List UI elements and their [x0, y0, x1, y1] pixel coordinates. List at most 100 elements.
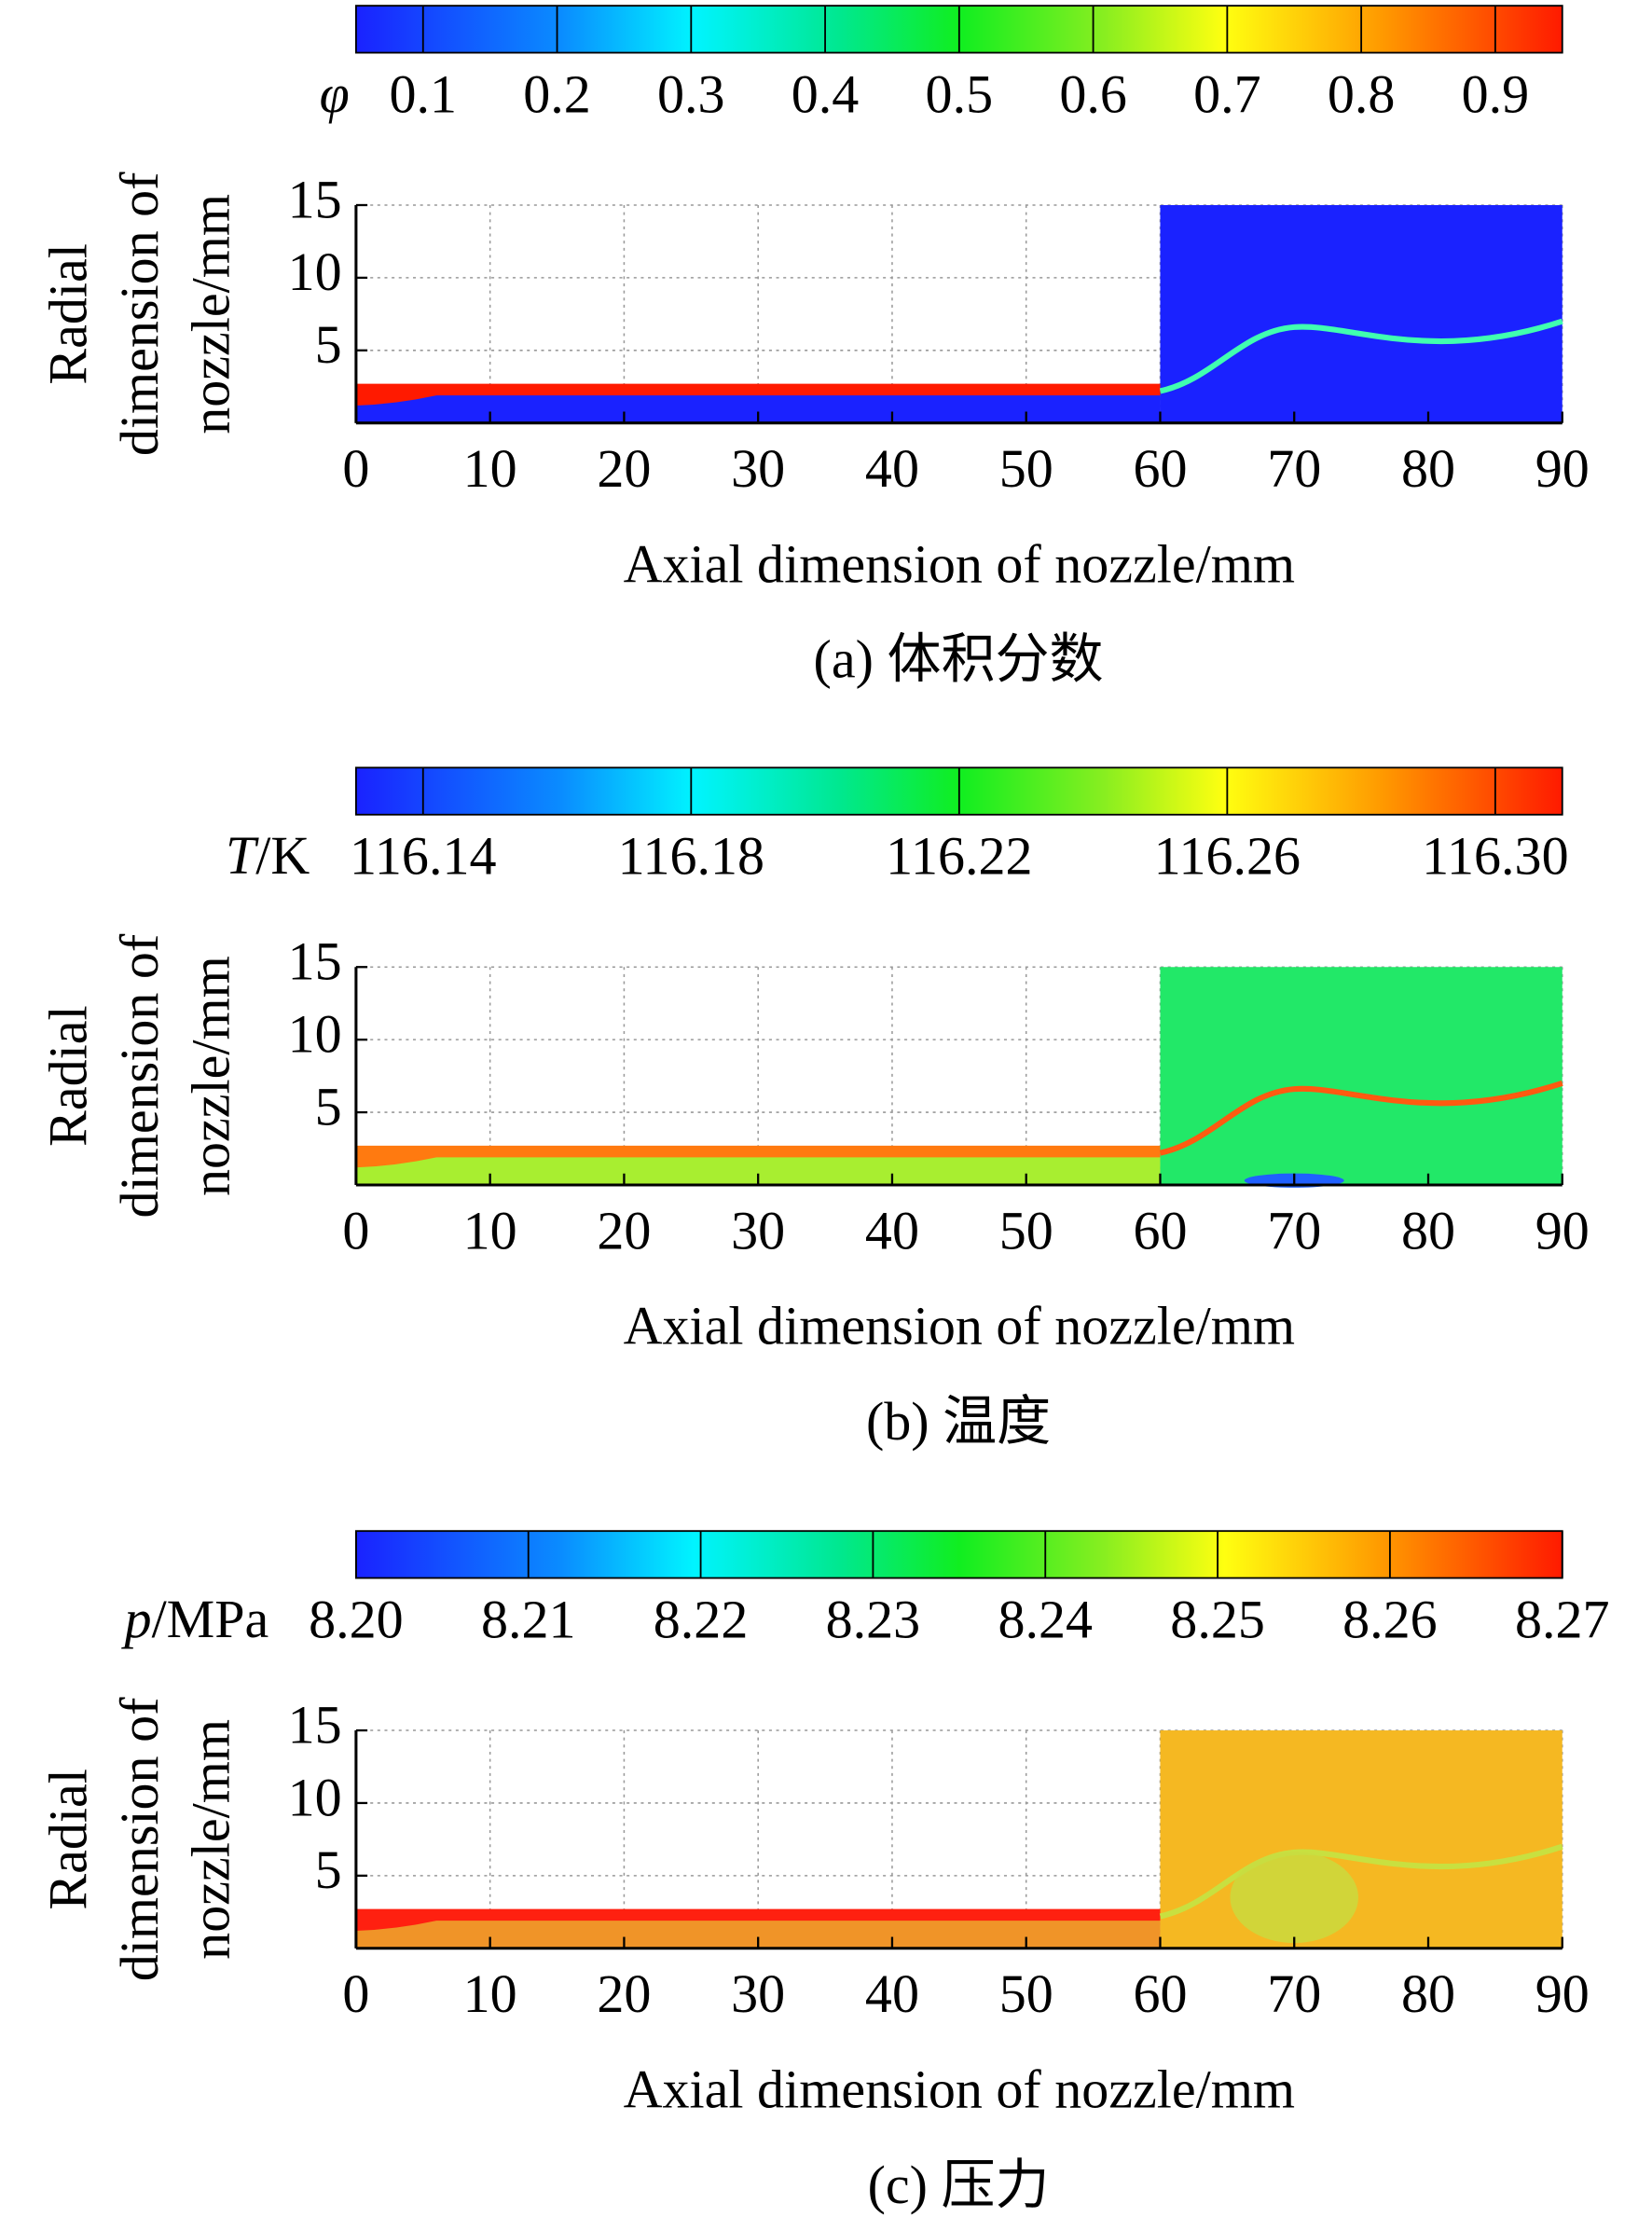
caption: (a) 体积分数 [814, 629, 1104, 690]
x-tick-label: 70 [1267, 1963, 1321, 2024]
x-tick-label: 50 [999, 1200, 1053, 1260]
field-band [355, 1145, 1161, 1168]
y-axis-title: dimension of [109, 933, 170, 1218]
field-streak [1159, 1843, 1563, 1920]
colorbar-tick-label: 8.25 [1170, 1589, 1265, 1649]
y-axis-title: nozzle/mm [181, 194, 241, 434]
caption: (b) 温度 [866, 1391, 1051, 1452]
field-streak [1159, 318, 1563, 394]
field-blob [1230, 1852, 1358, 1944]
y-tick-label: 5 [315, 1839, 342, 1900]
colorbar-tick-label: 0.3 [657, 63, 725, 124]
colorbar-symbol: T [226, 826, 259, 887]
colorbar-tick-label: 8.23 [826, 1589, 921, 1649]
colorbar-tick-label: 116.30 [1422, 826, 1568, 887]
colorbar-tick-label: 8.21 [481, 1589, 576, 1649]
colorbar-unit: /K [255, 826, 310, 887]
colorbar-tick-label: 0.8 [1328, 63, 1396, 124]
x-axis-title: Axial dimension of nozzle/mm [624, 2059, 1295, 2119]
x-tick-label: 80 [1401, 1200, 1455, 1260]
y-tick-label: 15 [288, 1694, 342, 1755]
x-tick-label: 80 [1401, 1963, 1455, 2024]
x-tick-label: 50 [999, 438, 1053, 499]
colorbar [354, 1530, 1563, 1579]
y-axis-title: dimension of [109, 172, 170, 456]
x-tick-label: 0 [342, 438, 369, 499]
colorbar-tick-label: 0.9 [1462, 63, 1530, 124]
x-tick-label: 60 [1133, 1963, 1187, 2024]
colorbar-tick-label: 116.14 [350, 826, 496, 887]
x-tick-label: 30 [731, 1200, 785, 1260]
field-streak [1159, 1080, 1563, 1156]
x-axis-title: Axial dimension of nozzle/mm [624, 1296, 1295, 1357]
x-tick-label: 0 [342, 1200, 369, 1260]
x-tick-label: 90 [1535, 1200, 1590, 1260]
x-tick-label: 40 [865, 1200, 919, 1260]
x-tick-label: 70 [1267, 1200, 1321, 1260]
x-tick-label: 80 [1401, 438, 1455, 499]
x-tick-label: 40 [865, 438, 919, 499]
y-tick-label: 10 [288, 241, 342, 302]
x-tick-label: 10 [463, 1963, 517, 2024]
colorbar-tick-label: 0.5 [926, 63, 994, 124]
colorbar-unit: /MPa [152, 1589, 269, 1649]
colorbar-label: φ [320, 63, 350, 124]
x-tick-label: 0 [342, 1963, 369, 2024]
colorbar-tick-label: 8.24 [998, 1589, 1093, 1649]
y-axis-title: dimension of [109, 1697, 170, 1981]
colorbar-tick-label: 8.22 [654, 1589, 749, 1649]
y-tick-label: 15 [288, 169, 342, 229]
x-tick-label: 30 [731, 1963, 785, 2024]
colorbar-tick-label: 0.7 [1193, 63, 1261, 124]
colorbar-label: p/MPa [121, 1589, 269, 1649]
field-region [355, 1149, 1161, 1185]
field-band [355, 383, 1161, 406]
colorbar-symbol: p [121, 1589, 152, 1649]
x-tick-label: 40 [865, 1963, 919, 2024]
colorbar-tick-label: 0.4 [792, 63, 860, 124]
x-axis-title: Axial dimension of nozzle/mm [624, 533, 1295, 594]
colorbar-symbol: φ [320, 63, 350, 124]
y-tick-label: 10 [288, 1003, 342, 1064]
y-axis-title: Radial [38, 243, 99, 384]
y-axis-title: Radial [38, 1005, 99, 1146]
field-region [355, 1911, 1161, 1949]
x-tick-label: 10 [463, 1200, 517, 1260]
x-tick-label: 50 [999, 1963, 1053, 2024]
y-tick-label: 5 [315, 1076, 342, 1136]
y-axis-title: nozzle/mm [181, 956, 241, 1196]
colorbar-tick-label: 0.1 [390, 63, 458, 124]
field-region [355, 386, 1161, 423]
colorbar-tick-label: 116.26 [1154, 826, 1301, 887]
y-tick-label: 15 [288, 931, 342, 992]
x-tick-label: 20 [597, 1200, 651, 1260]
x-tick-label: 20 [597, 1963, 651, 2024]
colorbar-tick-label: 0.6 [1059, 63, 1127, 124]
x-tick-label: 60 [1133, 438, 1187, 499]
x-tick-label: 90 [1535, 438, 1590, 499]
y-axis-title: Radial [38, 1769, 99, 1909]
colorbar-tick-label: 8.20 [309, 1589, 404, 1649]
colorbar-label: T/K [226, 826, 310, 887]
colorbar-tick-label: 116.22 [886, 826, 1032, 887]
field-background [1160, 1730, 1563, 1949]
x-tick-label: 30 [731, 438, 785, 499]
field-background [1160, 204, 1563, 423]
field-background [1160, 967, 1563, 1185]
colorbar-tick-label: 116.18 [618, 826, 764, 887]
y-tick-label: 10 [288, 1767, 342, 1827]
colorbar-tick-label: 0.2 [523, 63, 591, 124]
x-tick-label: 70 [1267, 438, 1321, 499]
x-tick-label: 20 [597, 438, 651, 499]
x-tick-label: 10 [463, 438, 517, 499]
y-axis-title: nozzle/mm [181, 1719, 241, 1960]
caption: (c) 压力 [868, 2155, 1050, 2215]
x-tick-label: 90 [1535, 1963, 1590, 2024]
colorbar-tick-label: 8.27 [1515, 1589, 1610, 1649]
y-tick-label: 5 [315, 314, 342, 375]
x-tick-label: 60 [1133, 1200, 1187, 1260]
colorbar-tick-label: 8.26 [1342, 1589, 1438, 1649]
field-band [355, 1908, 1161, 1932]
